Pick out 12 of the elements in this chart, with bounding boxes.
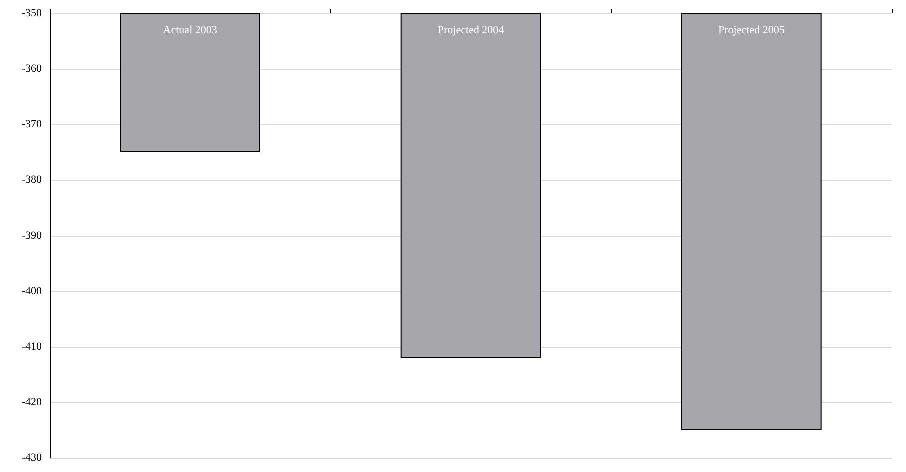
x-tick-label: Projected 2004 — [438, 24, 505, 36]
y-tick-label: -400 — [22, 285, 42, 298]
x-tick-label: Actual 2003 — [163, 24, 218, 36]
y-tick-label: -380 — [22, 174, 42, 186]
y-tick-label: -360 — [22, 63, 42, 76]
y-tick-label: -420 — [22, 396, 42, 408]
y-tick-label: -410 — [22, 340, 42, 353]
y-tick-label: -350 — [22, 8, 42, 20]
y-tick-label: -370 — [22, 118, 42, 131]
y-tick-label: -390 — [22, 230, 42, 242]
y-tick-label: -430 — [22, 452, 42, 464]
x-tick-label: Projected 2005 — [718, 24, 786, 36]
